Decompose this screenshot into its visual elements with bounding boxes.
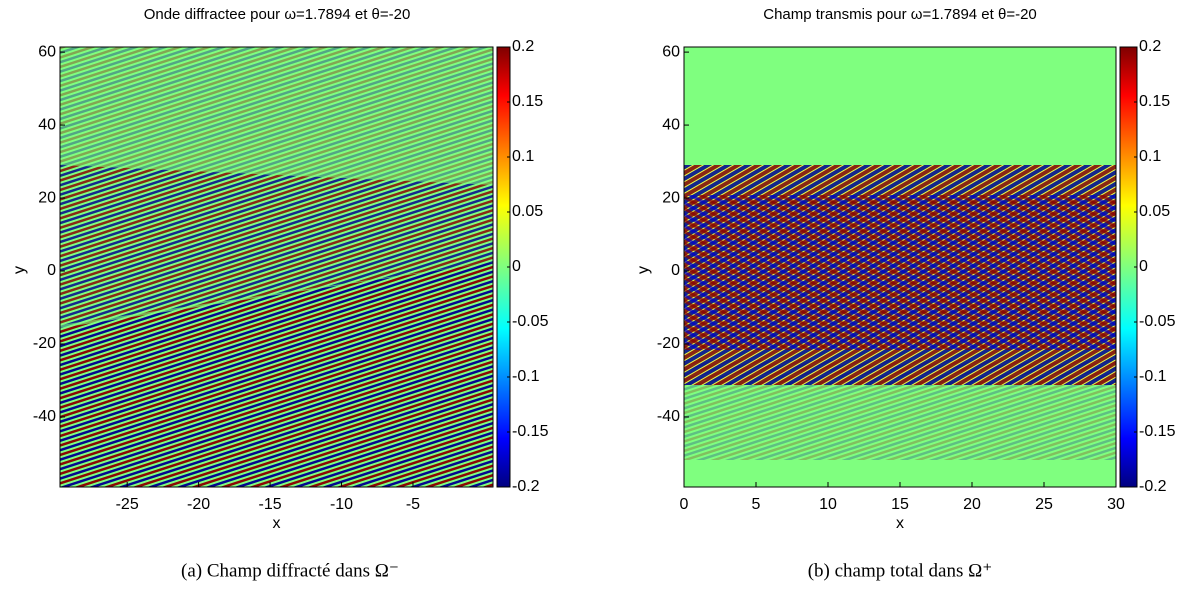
colorbar-tick-label: -0.15	[1139, 423, 1176, 440]
colorbar-tick-label: -0.2	[1139, 478, 1167, 495]
y-tick-label: 40	[662, 116, 680, 133]
y-axis-label: y	[11, 266, 28, 274]
colorbar-tick-label: 0.1	[512, 148, 534, 165]
y-tick-label: -20	[657, 335, 680, 352]
colorbar-tick-label: 0.15	[1139, 93, 1170, 110]
colorbar	[1120, 47, 1137, 487]
x-axis-label: x	[896, 515, 904, 532]
y-axis-label: y	[635, 266, 652, 274]
y-tick-label: 40	[38, 116, 56, 133]
y-tick-label: -40	[33, 408, 56, 425]
field-a	[60, 47, 493, 487]
x-tick-label: -5	[406, 496, 420, 513]
x-tick-label: -15	[259, 496, 282, 513]
colorbar-tick-label: 0.15	[512, 93, 543, 110]
colorbar-tick-label: -0.1	[1139, 368, 1167, 385]
x-axis-label: x	[273, 515, 281, 532]
colorbar-tick-label: -0.2	[512, 478, 540, 495]
colorbar-tick-label: 0.1	[1139, 148, 1161, 165]
x-tick-label: 10	[819, 496, 837, 513]
colorbar-tick-label: 0	[1139, 258, 1148, 275]
plot-frame	[59, 46, 494, 488]
colorbar-tick-label: -0.1	[512, 368, 540, 385]
y-tick-label: 0	[47, 262, 56, 279]
y-tick-label: -40	[657, 408, 680, 425]
caption: (b) champ total dans Ω⁺	[808, 560, 993, 581]
field-b	[684, 47, 1116, 487]
y-tick-label: 0	[671, 262, 680, 279]
x-tick-label: 25	[1035, 496, 1053, 513]
chart-title: Onde diffractee pour ω=1.7894 et θ=-20	[144, 6, 411, 23]
x-tick-label: 5	[752, 496, 761, 513]
chart-title: Champ transmis pour ω=1.7894 et θ=-20	[763, 6, 1037, 23]
x-tick-label: -20	[187, 496, 210, 513]
colorbar-tick-label: 0	[512, 258, 521, 275]
x-tick-label: -25	[116, 496, 139, 513]
colorbar-tick-label: -0.05	[512, 313, 549, 330]
y-tick-label: 60	[662, 43, 680, 60]
colorbar-tick-label: 0.2	[512, 38, 534, 55]
colorbar-tick-label: 0.05	[1139, 203, 1170, 220]
y-tick-label: 20	[662, 189, 680, 206]
x-tick-label: -10	[330, 496, 353, 513]
colorbar-tick-label: -0.15	[512, 423, 549, 440]
y-tick-label: 60	[38, 43, 56, 60]
y-tick-label: 20	[38, 189, 56, 206]
colorbar	[497, 47, 510, 487]
colorbar-tick-label: 0.05	[512, 203, 543, 220]
y-tick-label: -20	[33, 335, 56, 352]
x-tick-label: 20	[963, 496, 981, 513]
x-tick-label: 30	[1107, 496, 1125, 513]
colorbar-tick-label: -0.05	[1139, 313, 1176, 330]
colorbar-tick-label: 0.2	[1139, 38, 1161, 55]
x-tick-label: 15	[891, 496, 909, 513]
caption: (a) Champ diffracté dans Ω⁻	[181, 560, 399, 581]
x-tick-label: 0	[680, 496, 689, 513]
